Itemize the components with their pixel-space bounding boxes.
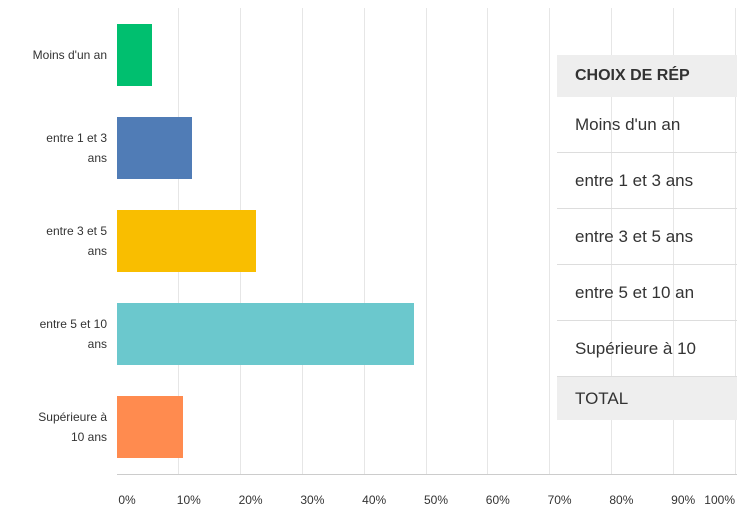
- y-tick-label: Supérieure à 10 ans: [38, 409, 107, 444]
- x-tick-label: 40%: [362, 493, 387, 507]
- x-tick-label: 100%: [704, 493, 735, 507]
- table-row: entre 1 et 3 ans: [557, 153, 737, 209]
- table-header: CHOIX DE RÉP: [557, 55, 737, 97]
- x-tick-label: 20%: [238, 493, 263, 507]
- table-row: entre 3 et 5 ans: [557, 209, 737, 265]
- y-tick-label: entre 5 et 10 ans: [39, 316, 107, 351]
- table-row: Supérieure à 10: [557, 321, 737, 377]
- x-axis-line: [117, 474, 737, 475]
- x-tick-label: 10%: [176, 493, 201, 507]
- x-tick-label: 50%: [423, 493, 449, 507]
- table-total: TOTAL: [557, 377, 737, 420]
- table-row: entre 5 et 10 an: [557, 265, 737, 321]
- x-tick-label: 90%: [671, 493, 696, 507]
- grid-line: [672, 8, 674, 474]
- grid-line: [301, 8, 303, 474]
- response-table: CHOIX DE RÉP Moins d'un an entre 1 et 3 a…: [557, 55, 737, 420]
- x-tick-label: 80%: [609, 493, 634, 507]
- bar: [117, 23, 153, 86]
- y-tick-label: entre 3 et 5 ans: [46, 223, 107, 258]
- x-tick-label: 0%: [118, 493, 136, 507]
- bar: [117, 209, 257, 272]
- grid-line: [425, 8, 427, 474]
- grid-line: [549, 8, 551, 474]
- table-row: Moins d'un an: [557, 97, 737, 153]
- grid-line: [610, 8, 612, 474]
- y-tick-label: entre 1 et 3 ans: [46, 130, 107, 165]
- bar: [117, 116, 192, 179]
- grid-line: [487, 8, 489, 474]
- x-tick-label: 30%: [300, 493, 325, 507]
- bar: [117, 395, 184, 458]
- x-tick-label: 60%: [485, 493, 510, 507]
- y-tick-label: Moins d'un an: [32, 47, 107, 62]
- bar: [117, 302, 415, 365]
- x-tick-label: 70%: [547, 493, 572, 507]
- grid-line: [363, 8, 365, 474]
- grid-line: [734, 8, 736, 474]
